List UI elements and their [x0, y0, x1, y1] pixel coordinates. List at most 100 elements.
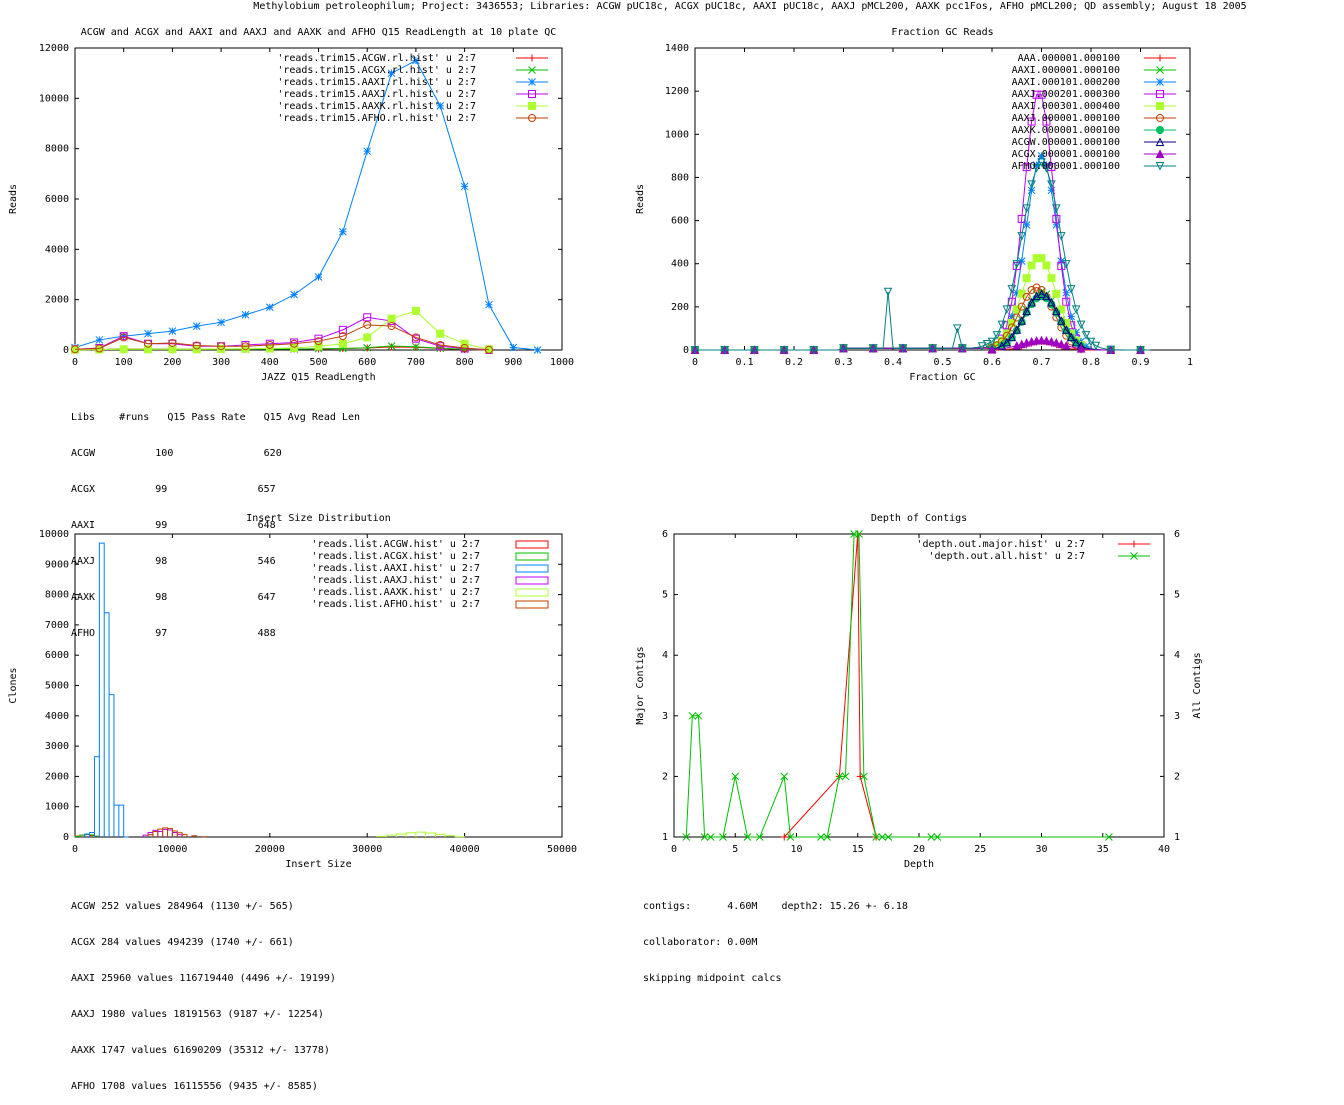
x-tick-label: 25 [974, 844, 986, 855]
insert-stat-line: AAXJ 1980 values 18191563 (9187 +/- 1225… [71, 1009, 324, 1020]
data-point [1012, 288, 1021, 297]
data-point [1017, 289, 1026, 298]
y-axis-label: Clones [8, 667, 19, 703]
data-point [1022, 306, 1031, 316]
chart-title: Insert Size Distribution [246, 513, 391, 524]
legend-label: 'reads.list.AAXK.hist' u 2:7 [311, 587, 480, 598]
insert-stat-line: AFHO 1708 values 16115556 (9435 +/- 8585… [71, 1081, 318, 1092]
legend-label: 'reads.trim15.AAXI.rl.hist' u 2:7 [277, 77, 476, 88]
data-point [1071, 305, 1081, 315]
chart-title: Depth of Contigs [871, 513, 967, 524]
data-point [1017, 302, 1026, 311]
data-point [363, 313, 372, 322]
x-tick-label: 0.6 [983, 357, 1001, 368]
insert-size-chart: 0 10000 20000 30000 40000 50000 0 1000 2000 3000 4… [8, 513, 577, 870]
x-tick-label: 700 [407, 357, 425, 368]
data-point [1156, 66, 1164, 74]
data-point [290, 339, 299, 348]
x-tick-label: 5 [732, 844, 738, 855]
data-point [1002, 305, 1012, 315]
data-point [265, 340, 274, 349]
data-point [1066, 332, 1076, 342]
data-point [528, 66, 536, 74]
data-point [144, 345, 153, 354]
y-tick-label: 1000 [45, 802, 69, 813]
legend-label: 'reads.trim15.AFHO.rl.hist' u 2:7 [277, 113, 476, 124]
data-point [1056, 316, 1066, 325]
legend-label: 'reads.list.AAXI.hist' u 2:7 [311, 563, 480, 574]
data-point [1002, 329, 1011, 338]
data-point [1062, 297, 1071, 306]
data-point [1047, 274, 1056, 283]
data-point [1042, 117, 1051, 126]
data-point [1042, 161, 1051, 169]
data-point [436, 329, 445, 338]
y-tick-label: 10000 [39, 93, 69, 104]
x-tick-label: 0 [671, 844, 677, 855]
histogram-bars [147, 827, 207, 838]
y-tick-label: 6000 [45, 650, 69, 661]
legend-swatch [515, 540, 549, 549]
data-point [314, 273, 323, 281]
data-point [192, 322, 201, 330]
data-point [855, 530, 863, 538]
data-point [485, 300, 493, 309]
data-point [997, 320, 1007, 330]
data-point [1091, 341, 1101, 351]
data-point [484, 345, 493, 354]
data-point [1071, 337, 1081, 347]
x-tick-label: 20000 [255, 844, 285, 855]
data-point [1052, 204, 1061, 213]
chart-title: Fraction GC Reads [891, 27, 993, 38]
legend-label: ACGX.000001.000100 [1012, 149, 1120, 160]
data-point [1027, 117, 1036, 126]
data-point [1032, 164, 1041, 173]
data-point [1061, 260, 1071, 269]
data-point [241, 342, 250, 351]
data-point [1032, 283, 1041, 292]
data-point [694, 711, 703, 720]
data-point [411, 333, 420, 342]
data-point [168, 345, 177, 354]
series-line [74, 324, 489, 351]
data-point [1022, 163, 1031, 172]
y-tick-label: 2000 [45, 771, 69, 782]
data-point [436, 340, 445, 349]
y2-tick-label: 3 [1174, 711, 1180, 722]
y-tick-label: 6 [662, 529, 668, 540]
data-point [460, 339, 469, 348]
readlength-table-row: ACGX 99 657 [71, 484, 276, 495]
x-tick-label: 40 [1158, 844, 1170, 855]
data-point [933, 833, 942, 841]
y-tick-label: 400 [671, 259, 689, 270]
data-point [412, 56, 420, 65]
data-point [1007, 312, 1016, 321]
y-axis-label: Reads [635, 184, 646, 214]
legend-label: 'reads.trim15.AAXJ.rl.hist' u 2:7 [277, 89, 476, 100]
data-point [1037, 254, 1046, 263]
readlength-table-header: Libs #runs Q15 Pass Rate Q15 Avg Read Le… [71, 412, 360, 423]
data-point [314, 342, 323, 351]
data-point [533, 346, 542, 354]
y-tick-label: 5000 [45, 681, 69, 692]
y-tick-label: 600 [671, 216, 689, 227]
y2-tick-label: 5 [1174, 590, 1180, 601]
x-axis-label: Depth [904, 859, 934, 870]
data-point [338, 332, 347, 341]
readlength-table-row: AAXK 98 647 [71, 592, 276, 603]
data-point [528, 90, 536, 98]
data-point [856, 772, 864, 780]
x-tick-label: 0 [72, 844, 78, 855]
data-point [1042, 291, 1051, 301]
depth-chart: 0 5 10 15 20 25 30 35 40 1 1 2 2 3 3 4 4 5 5 6 6 Depth of Con… [635, 513, 1203, 870]
data-point [241, 310, 250, 319]
data-point [363, 320, 372, 329]
data-point [388, 343, 396, 351]
legend-swatch [515, 564, 549, 573]
series-line [695, 257, 1151, 351]
data-point [460, 182, 469, 191]
data-point [1052, 306, 1061, 316]
data-point [265, 303, 274, 312]
data-point [823, 833, 831, 841]
data-point [957, 344, 967, 353]
